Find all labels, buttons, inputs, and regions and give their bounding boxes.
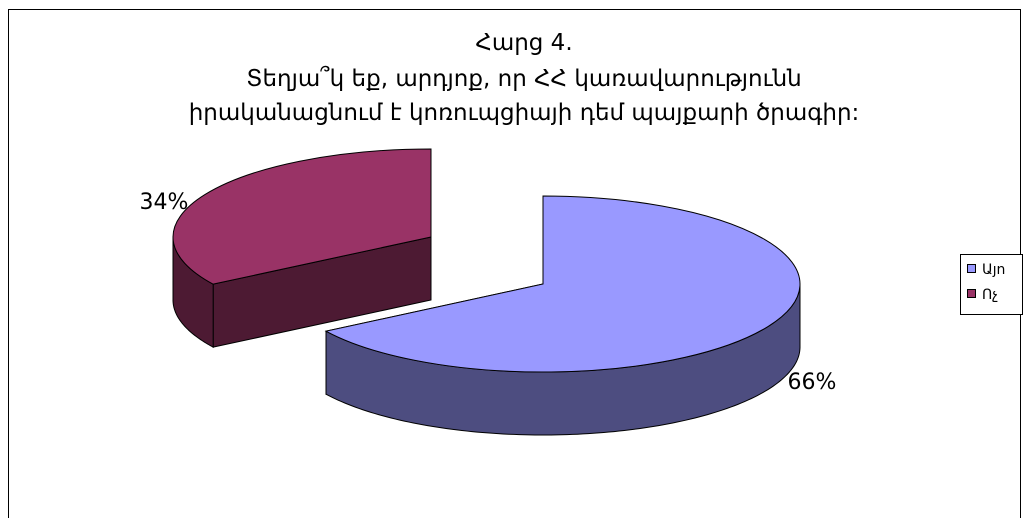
chart-title-line-1: Հարց 4. [475, 30, 572, 56]
legend-label-yes: Այո [982, 262, 1005, 278]
legend-label-no: Ոչ [982, 287, 998, 303]
data-label-slice-1: 66% [788, 370, 837, 395]
pie-slice-2-top [172, 148, 432, 285]
pie-slice-2 [172, 148, 432, 348]
legend-swatch-no [967, 289, 976, 298]
pie-slice-1-top [324, 195, 801, 373]
pie-slice-1 [324, 195, 801, 436]
pie-slices [172, 148, 801, 436]
chart-title-line-3: իրականացնում է կոռուպցիայի դեմ պայքարի ծ… [189, 100, 860, 126]
chart-title-line-2: Տեղյա՞կ եք, արդյոք, որ ՀՀ կառավարություն… [246, 65, 801, 92]
legend: Այո Ոչ [960, 254, 1023, 315]
data-label-slice-2: 34% [140, 190, 189, 215]
legend-swatch-yes [967, 264, 976, 273]
